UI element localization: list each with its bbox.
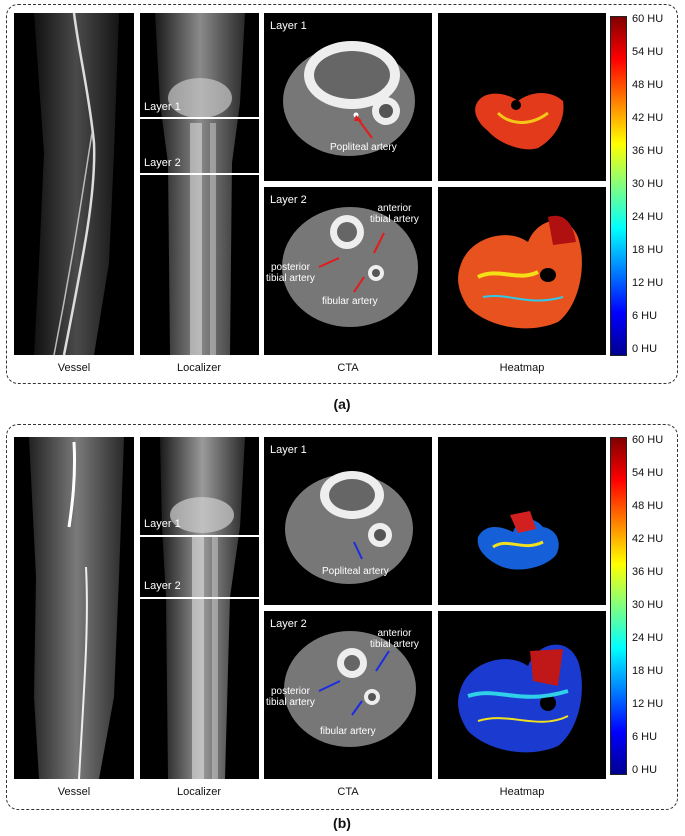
- layer1-line-b: [140, 535, 259, 537]
- cta-posterior-label-b: posterior tibial artery: [266, 686, 315, 708]
- colorbar-tick-label: 18 HU: [632, 244, 664, 256]
- caption-vessel-a: Vessel: [57, 362, 91, 374]
- cta-layer2-image-a: [264, 187, 432, 355]
- colorbar-tick-label: 12 HU: [632, 277, 664, 289]
- cta-anterior-label-b: anterior tibial artery: [370, 628, 419, 650]
- colorbar-tick-label: 42 HU: [632, 533, 664, 545]
- colorbar-tick-label: 60 HU: [632, 13, 664, 25]
- colorbar-tick-label: 54 HU: [632, 467, 664, 479]
- localizer-image-a: [140, 13, 259, 355]
- cta-layer1-image-b: [264, 437, 432, 605]
- caption-heatmap-a: Heatmap: [499, 362, 545, 374]
- caption-localizer-a: Localizer: [176, 362, 222, 374]
- cta-fibular-label-b: fibular artery: [320, 726, 376, 737]
- heatmap-layer1-image-a: [438, 13, 606, 181]
- colorbar-tick-label: 18 HU: [632, 665, 664, 677]
- vessel-image-b: [14, 437, 134, 779]
- localizer-layer2-label-a: Layer 2: [144, 157, 181, 169]
- colorbar-tick-label: 36 HU: [632, 566, 664, 578]
- caption-heatmap-b: Heatmap: [499, 786, 545, 798]
- colorbar-tick-label: 30 HU: [632, 178, 664, 190]
- caption-vessel-b: Vessel: [57, 786, 91, 798]
- heatmap-layer1-image-b: [438, 437, 606, 605]
- colorbar-tick-label: 30 HU: [632, 599, 664, 611]
- cta-layer1-label-a: Layer 1: [270, 20, 307, 32]
- layer2-line-b: [140, 597, 259, 599]
- colorbar-tick-label: 48 HU: [632, 500, 664, 512]
- caption-cta-a: CTA: [337, 362, 359, 374]
- cta-layer2-label-a: Layer 2: [270, 194, 307, 206]
- colorbar-tick-label: 12 HU: [632, 698, 664, 710]
- colorbar-tick-label: 6 HU: [632, 731, 658, 743]
- colorbar-tick-label: 36 HU: [632, 145, 664, 157]
- cta-popliteal-label-a: Popliteal artery: [330, 142, 397, 153]
- cta-anterior-label-a: anterior tibial artery: [370, 203, 419, 225]
- caption-localizer-b: Localizer: [176, 786, 222, 798]
- layer1-line-a: [140, 117, 259, 119]
- cta-layer1-image-a: [264, 13, 432, 181]
- figure-label-a: (a): [333, 396, 351, 412]
- localizer-layer1-label-b: Layer 1: [144, 518, 181, 530]
- cta-layer2-label-b: Layer 2: [270, 618, 307, 630]
- cta-layer1-label-b: Layer 1: [270, 444, 307, 456]
- panel-a: [6, 4, 678, 384]
- colorbar-tick-label: 42 HU: [632, 112, 664, 124]
- cta-popliteal-label-b: Popliteal artery: [322, 566, 389, 577]
- colorbar-tick-label: 54 HU: [632, 46, 664, 58]
- colorbar-tick-label: 6 HU: [632, 310, 658, 322]
- cta-fibular-label-a: fibular artery: [322, 296, 378, 307]
- colorbar-tick-label: 24 HU: [632, 632, 664, 644]
- panel-b: [6, 424, 678, 810]
- cta-posterior-label-a: posterior tibial artery: [266, 262, 315, 284]
- heatmap-layer2-image-b: [438, 611, 606, 779]
- colorbar-tick-label: 48 HU: [632, 79, 664, 91]
- localizer-layer1-label-a: Layer 1: [144, 101, 181, 113]
- localizer-image-b: [140, 437, 259, 779]
- vessel-image-a: [14, 13, 134, 355]
- colorbar-tick-label: 24 HU: [632, 211, 664, 223]
- cta-layer2-image-b: [264, 611, 432, 779]
- figure-label-b: (b): [333, 815, 351, 831]
- colorbar-b: [610, 437, 627, 775]
- layer2-line-a: [140, 173, 259, 175]
- localizer-layer2-label-b: Layer 2: [144, 580, 181, 592]
- colorbar-tick-label: 60 HU: [632, 434, 664, 446]
- colorbar-tick-label: 0 HU: [632, 764, 658, 776]
- caption-cta-b: CTA: [337, 786, 359, 798]
- colorbar-a: [610, 16, 627, 356]
- colorbar-tick-label: 0 HU: [632, 343, 658, 355]
- heatmap-layer2-image-a: [438, 187, 606, 355]
